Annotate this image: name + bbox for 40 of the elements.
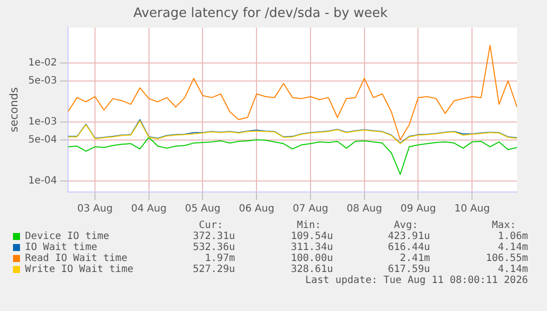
text: 328.61u bbox=[290, 264, 333, 275]
text: 372.31u bbox=[192, 231, 235, 242]
text: 1.06m bbox=[498, 231, 528, 242]
text: Cur: bbox=[198, 220, 223, 231]
legend-label: Write IO Wait time bbox=[25, 264, 134, 275]
y-tick-label: 1e-03 bbox=[28, 116, 58, 128]
text: 4.14m bbox=[498, 264, 528, 275]
text: 1.97m bbox=[204, 253, 235, 264]
y-tick-label: 1e-04 bbox=[28, 176, 58, 187]
text: 100.00u bbox=[290, 253, 333, 264]
text: 423.91u bbox=[388, 231, 430, 242]
legend-label: Read IO Wait time bbox=[25, 253, 128, 264]
chart-title: Average latency for /dev/sda - by week bbox=[133, 6, 388, 22]
legend-label: Device IO time bbox=[25, 231, 110, 242]
text: 311.34u bbox=[290, 242, 333, 253]
x-tick-label: 04 Aug bbox=[131, 204, 167, 215]
x-tick-label: 09 Aug bbox=[400, 204, 436, 215]
x-tick-label: 03 Aug bbox=[77, 204, 113, 215]
text: Last update: Tue Aug 11 08:00:11 2026 bbox=[305, 275, 528, 286]
text: 109.54u bbox=[290, 231, 333, 242]
y-tick-label: 5e-04 bbox=[28, 134, 58, 146]
text: 527.29u bbox=[192, 264, 235, 275]
x-tick-label: 08 Aug bbox=[346, 204, 382, 215]
x-tick-label: 06 Aug bbox=[238, 204, 274, 215]
legend-label: IO Wait time bbox=[25, 242, 98, 253]
text: Max: bbox=[492, 220, 516, 231]
text: 2.41m bbox=[400, 253, 430, 264]
x-tick-label: 10 Aug bbox=[454, 204, 490, 215]
x-tick-label: 07 Aug bbox=[292, 204, 328, 215]
text: 617.59u bbox=[388, 264, 430, 275]
text: Avg: bbox=[394, 220, 418, 231]
y-tick-label: 1e-02 bbox=[28, 58, 58, 69]
y-tick-label: 5e-03 bbox=[28, 75, 58, 86]
y-axis-title: seconds bbox=[7, 87, 20, 132]
text: Min: bbox=[296, 220, 321, 231]
text: 532.36u bbox=[192, 242, 235, 253]
x-tick-label: 05 Aug bbox=[185, 204, 220, 215]
text: 106.55m bbox=[486, 253, 528, 264]
text: 616.44u bbox=[388, 242, 430, 253]
text: 4.14m bbox=[498, 242, 528, 253]
